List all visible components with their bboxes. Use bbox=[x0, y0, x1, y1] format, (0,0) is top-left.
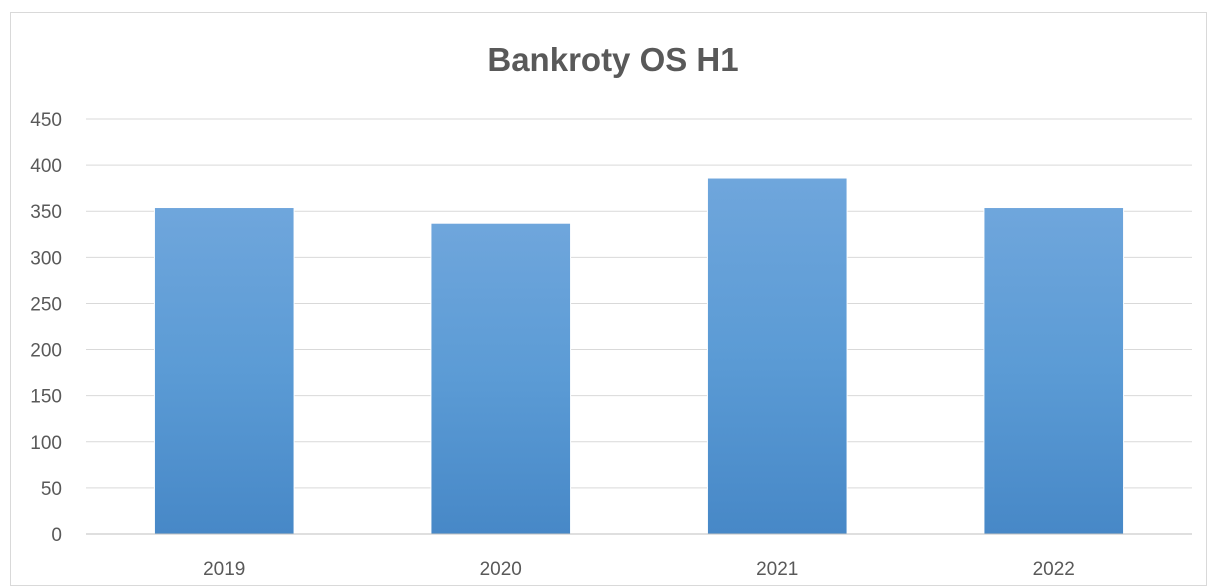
y-tick-label: 400 bbox=[30, 156, 62, 177]
y-tick-label: 0 bbox=[51, 525, 62, 546]
x-axis-tick-labels: 2019 2020 2021 2022 bbox=[203, 559, 1075, 580]
y-tick-label: 250 bbox=[30, 294, 62, 315]
y-tick-label: 450 bbox=[30, 110, 62, 131]
bar bbox=[706, 177, 848, 535]
y-tick-label: 350 bbox=[30, 202, 62, 223]
x-tick-label: 2020 bbox=[480, 559, 522, 580]
y-tick-label: 100 bbox=[30, 433, 62, 454]
y-tick-label: 50 bbox=[41, 479, 62, 500]
y-tick-label: 150 bbox=[30, 387, 62, 408]
bars bbox=[153, 177, 1125, 535]
x-tick-label: 2021 bbox=[756, 559, 798, 580]
bar bbox=[983, 207, 1125, 535]
y-tick-label: 300 bbox=[30, 248, 62, 269]
bar bbox=[430, 222, 572, 535]
x-tick-label: 2019 bbox=[203, 559, 245, 580]
y-tick-label: 200 bbox=[30, 341, 62, 362]
chart-title: Bankroty OS H1 bbox=[487, 41, 739, 78]
bar bbox=[153, 207, 295, 535]
y-axis-tick-labels: 0 50 100 150 200 250 300 350 400 450 bbox=[30, 110, 62, 546]
x-tick-label: 2022 bbox=[1033, 559, 1075, 580]
